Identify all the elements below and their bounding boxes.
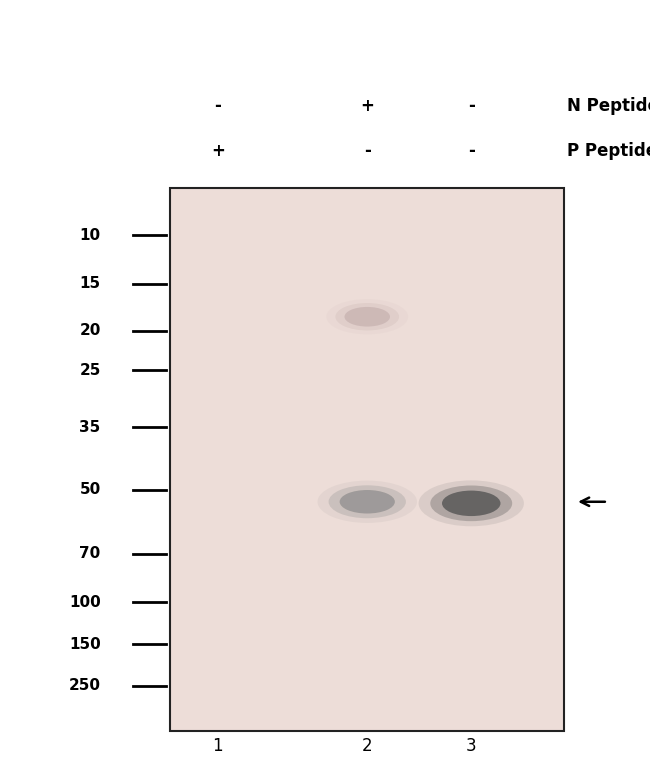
Text: 20: 20	[79, 323, 101, 339]
Ellipse shape	[328, 485, 406, 518]
Text: 3: 3	[466, 738, 476, 755]
Text: 70: 70	[79, 546, 101, 561]
Ellipse shape	[326, 299, 408, 335]
Text: -: -	[468, 97, 474, 114]
Text: -: -	[364, 142, 370, 159]
Ellipse shape	[344, 307, 390, 327]
Text: 50: 50	[79, 482, 101, 498]
Ellipse shape	[339, 490, 395, 514]
Text: 150: 150	[69, 637, 101, 652]
Ellipse shape	[419, 481, 524, 526]
Text: +: +	[211, 142, 225, 159]
Ellipse shape	[317, 481, 417, 523]
Text: -: -	[468, 142, 474, 159]
Text: 10: 10	[79, 227, 101, 243]
Bar	[170, 188, 564, 731]
Text: 2: 2	[362, 738, 372, 755]
Ellipse shape	[442, 491, 501, 516]
Text: 250: 250	[69, 678, 101, 694]
Text: +: +	[360, 97, 374, 114]
Ellipse shape	[430, 485, 512, 521]
Text: 35: 35	[79, 419, 101, 435]
Text: P Peptide: P Peptide	[567, 142, 650, 159]
Text: N Peptide: N Peptide	[567, 97, 650, 114]
Text: 100: 100	[69, 594, 101, 610]
Text: -: -	[214, 97, 221, 114]
Text: 25: 25	[79, 362, 101, 378]
Text: 1: 1	[213, 738, 223, 755]
Ellipse shape	[335, 303, 399, 331]
Text: 15: 15	[79, 276, 101, 292]
